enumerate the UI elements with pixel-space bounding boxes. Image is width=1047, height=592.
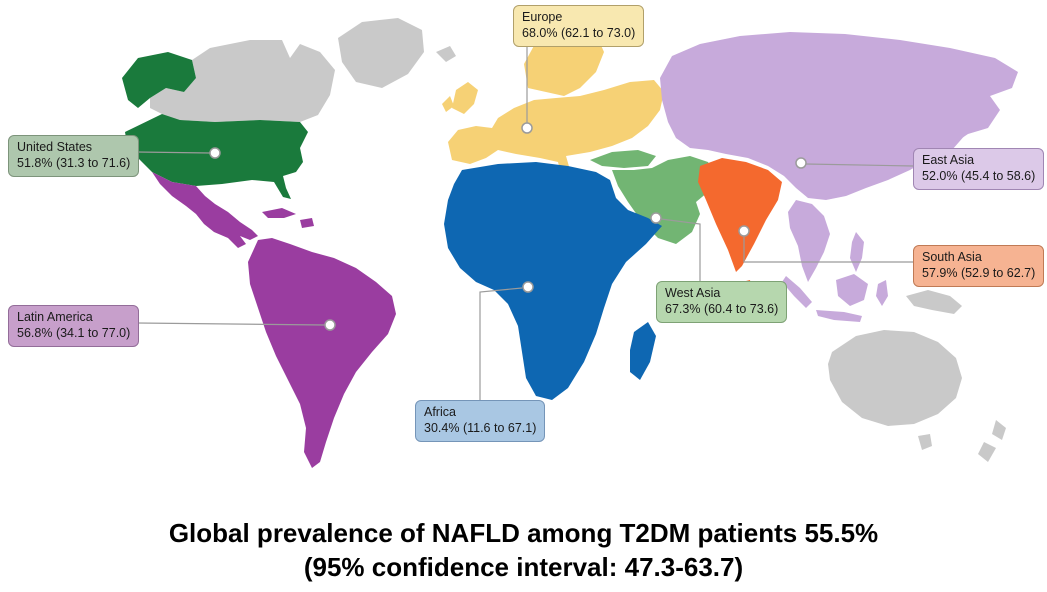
landmass-indochina xyxy=(788,200,830,282)
callout-east-asia: East Asia 52.0% (45.4 to 58.6) xyxy=(913,148,1045,190)
marker-east-asia xyxy=(795,157,807,169)
callout-latin-america: Latin America 56.8% (34.1 to 77.0) xyxy=(8,305,140,347)
landmass-tasmania xyxy=(918,434,932,450)
landmass-canada xyxy=(150,40,335,122)
landmass-europe-mainland xyxy=(448,80,664,178)
figure-title: Global prevalence of NAFLD among T2DM pa… xyxy=(0,516,1047,584)
landmass-ireland xyxy=(442,96,454,112)
figure-title-line2: (95% confidence interval: 47.3-63.7) xyxy=(303,552,744,582)
leader-lines xyxy=(136,38,914,400)
leader-line-south-asia xyxy=(743,237,913,263)
callout-africa: Africa 30.4% (11.6 to 67.1) xyxy=(415,400,546,442)
landmass-sumatra xyxy=(782,276,812,308)
landmass-great-britain xyxy=(452,82,478,114)
region-name: East Asia xyxy=(922,153,975,167)
landmass-hispaniola xyxy=(300,218,314,228)
callout-europe: Europe 68.0% (62.1 to 73.0) xyxy=(513,5,645,47)
map-region-west-asia xyxy=(590,150,716,244)
landmass-philippines xyxy=(850,232,864,272)
other-land xyxy=(150,18,1006,462)
region-value: 51.8% (31.3 to 71.6) xyxy=(17,156,131,171)
leader-line-united-states xyxy=(136,151,211,154)
callout-south-asia: South Asia 57.9% (52.9 to 62.7) xyxy=(913,245,1045,287)
landmass-cuba xyxy=(262,208,296,218)
callout-united-states: United States 51.8% (31.3 to 71.6) xyxy=(8,135,140,177)
map-region-africa xyxy=(444,162,662,400)
landmass-arabia-iran xyxy=(612,156,716,244)
landmass-sulawesi xyxy=(876,280,888,306)
world-map xyxy=(122,18,1018,468)
region-value: 67.3% (60.4 to 73.6) xyxy=(665,302,779,317)
landmass-greenland xyxy=(338,18,424,88)
landmass-south-america xyxy=(248,238,396,468)
leader-line-africa xyxy=(479,287,523,400)
marker-europe xyxy=(521,122,533,134)
marker-africa xyxy=(522,281,534,293)
landmass-new-guinea xyxy=(906,290,962,314)
landmass-africa xyxy=(444,162,662,400)
leader-line-west-asia xyxy=(660,218,701,281)
landmass-turkey xyxy=(590,150,656,168)
markers xyxy=(209,122,807,331)
landmass-madagascar xyxy=(630,322,656,380)
landmass-alaska xyxy=(122,52,196,108)
region-name: Africa xyxy=(424,405,456,419)
landmass-new-zealand-north xyxy=(992,420,1006,440)
region-value: 68.0% (62.1 to 73.0) xyxy=(522,26,636,41)
leader-line-east-asia xyxy=(805,163,914,167)
region-value: 56.8% (34.1 to 77.0) xyxy=(17,326,131,341)
marker-united-states xyxy=(209,147,221,159)
region-name: United States xyxy=(17,140,93,154)
region-name: West Asia xyxy=(665,286,721,300)
landmass-borneo xyxy=(836,274,868,306)
marker-south-asia xyxy=(738,225,750,237)
region-value: 52.0% (45.4 to 58.6) xyxy=(922,169,1036,184)
landmass-iceland xyxy=(436,46,456,62)
figure-title-line1: Global prevalence of NAFLD among T2DM pa… xyxy=(168,518,879,548)
landmass-india xyxy=(698,158,782,272)
marker-latin-america xyxy=(324,319,336,331)
callout-west-asia: West Asia 67.3% (60.4 to 73.6) xyxy=(656,281,788,323)
landmass-mexico-central-america xyxy=(152,172,258,248)
marker-west-asia xyxy=(650,212,662,224)
region-name: Europe xyxy=(522,10,563,24)
region-name: Latin America xyxy=(17,310,93,324)
region-name: South Asia xyxy=(922,250,982,264)
landmass-australia xyxy=(828,330,962,426)
region-value: 30.4% (11.6 to 67.1) xyxy=(424,421,537,436)
map-region-south-asia xyxy=(698,158,782,294)
landmass-java xyxy=(816,310,862,322)
leader-line-latin-america xyxy=(136,322,326,326)
landmass-new-zealand-south xyxy=(978,442,996,462)
region-value: 57.9% (52.9 to 62.7) xyxy=(922,266,1036,281)
map-region-latin-america xyxy=(152,172,396,468)
